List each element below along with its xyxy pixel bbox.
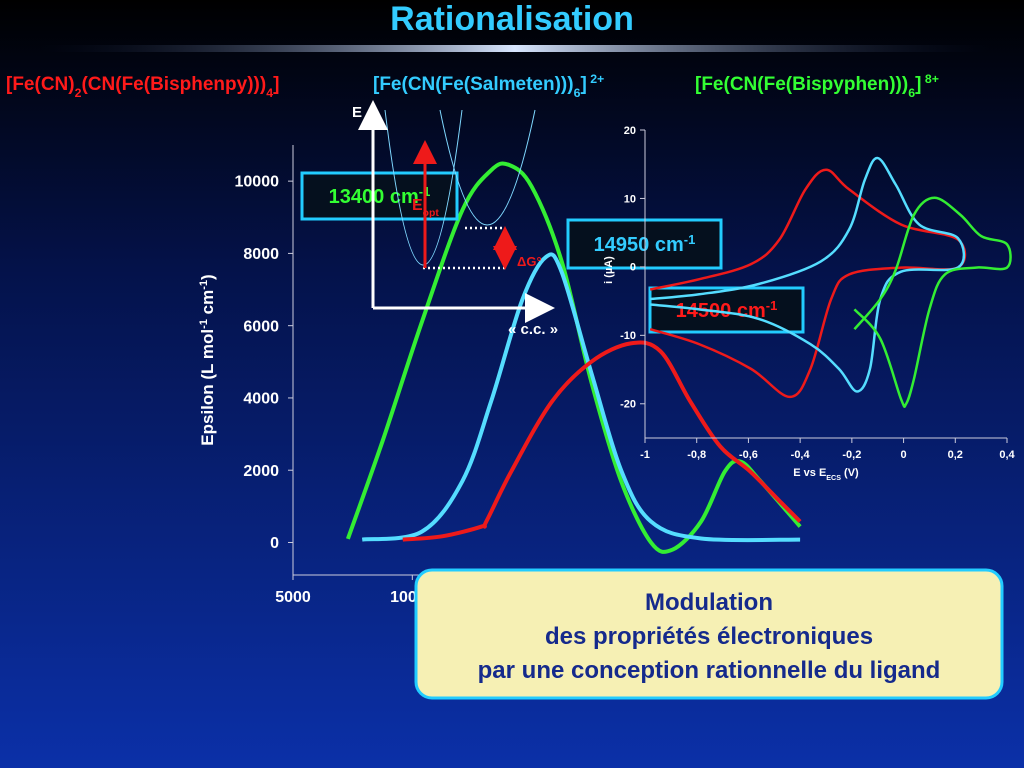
potential-curve [439, 109, 536, 226]
formula-part: 6 [574, 86, 581, 100]
energy-label-part: -1 [766, 298, 778, 313]
conclusion-line: Modulation [645, 589, 773, 616]
potential-curve [384, 109, 463, 266]
data-line [650, 156, 966, 393]
y-tick-label: 4000 [243, 391, 279, 408]
formula-part: 4 [266, 86, 273, 100]
energy-box [300, 171, 459, 221]
data-line [853, 196, 1012, 408]
conclusion-line: des propriétés électroniques [545, 623, 873, 650]
conclusion: Modulation des propriétés électroniques pa… [414, 568, 1004, 700]
formula: [Fe(CN)2(CN(Fe(Bisphenpy)))4] [6, 74, 279, 100]
formula-part: ] [915, 74, 921, 95]
y-axis-label-part: i (µA) [603, 256, 615, 284]
formula-part: [Fe(CN(Fe(Salmeten))) [373, 74, 574, 95]
x-axis-label-part: E vs E [793, 467, 826, 479]
title-rule [40, 45, 990, 52]
formula-part: 2+ [587, 72, 605, 86]
conclusion-line: par une conception rationnelle du ligand [478, 657, 941, 684]
energy-axis-label: E [352, 104, 362, 121]
x-tick-label: -0,6 [739, 449, 758, 461]
coordinate-label: « c.c. » [508, 321, 558, 338]
data-line [361, 252, 801, 543]
formula-part: 6 [908, 86, 915, 100]
y-tick-label: 10000 [235, 174, 280, 191]
x-tick-label: -0,8 [687, 449, 706, 461]
formula-part: 8+ [921, 72, 939, 86]
y-axis-label-part: -1 [198, 280, 210, 290]
x-tick-label: 0 [901, 449, 907, 461]
formula-part: [Fe(CN) [6, 74, 75, 95]
y-tick-label: 2000 [243, 463, 279, 480]
y-tick-label: 6000 [243, 318, 279, 335]
energy-label-part: -1 [684, 232, 696, 247]
eopt-label: Eopt [412, 197, 439, 219]
formula: [Fe(CN(Fe(Bispyphen)))6] 8+ [695, 72, 939, 100]
x-tick-label: -1 [640, 449, 650, 461]
x-tick-label: -0,2 [842, 449, 861, 461]
energy-label: 14500 cm-1 [676, 298, 778, 323]
conclusion-box [414, 568, 1004, 700]
formula-part: 2 [75, 86, 82, 100]
y-tick-label: -20 [620, 399, 636, 411]
y-axis-label-part: -1 [198, 319, 210, 329]
x-axis-label-part: ECS [826, 474, 841, 482]
formula-part: (CN(Fe(Bisphenpy))) [81, 74, 266, 95]
eopt-label-part: opt [423, 208, 440, 219]
y-tick-label: 20 [624, 125, 636, 137]
energy-box [648, 286, 805, 334]
formula-part: ] [580, 74, 586, 95]
y-axis-label: Epsilon (L mol-1 cm-1) [198, 274, 217, 445]
cv-chart: -20 -10 0 10 20 -1 -0,8 -0,6 -0,4 -0,2 0 0,2 0,4 i (µ… [603, 125, 1016, 482]
eopt-label-part: E [412, 197, 423, 214]
y-tick-label: 0 [630, 262, 636, 274]
y-axis-label-part: Epsilon (L mol [198, 329, 217, 446]
y-tick-label: -10 [620, 330, 636, 342]
slide-title: Rationalisation [390, 0, 634, 38]
y-axis-label: i (µA) [603, 256, 615, 284]
formula-part: ] [273, 74, 279, 95]
x-axis-label: E vs EECS (V) [793, 467, 859, 482]
delta-g-label: ΔG° [517, 254, 542, 269]
x-axis-label-part: (V) [841, 467, 859, 479]
formula-part: [Fe(CN(Fe(Bispyphen))) [695, 74, 908, 95]
y-tick-label: 0 [270, 535, 279, 552]
x-tick-label: 5000 [275, 589, 311, 606]
y-tick-label: 10 [624, 193, 636, 205]
x-tick-label: 0,4 [999, 449, 1015, 461]
energy-label-part: 14950 cm [594, 234, 684, 256]
y-tick-label: 8000 [243, 246, 279, 263]
x-tick-label: -0,4 [791, 449, 811, 461]
data-line [402, 340, 802, 542]
formula: [Fe(CN(Fe(Salmeten)))6] 2+ [373, 72, 604, 100]
y-axis-label-part: cm [198, 290, 217, 319]
energy-label: 14950 cm-1 [594, 232, 696, 257]
x-tick-label: 0,2 [948, 449, 963, 461]
y-axis-label-part: ) [198, 274, 217, 280]
